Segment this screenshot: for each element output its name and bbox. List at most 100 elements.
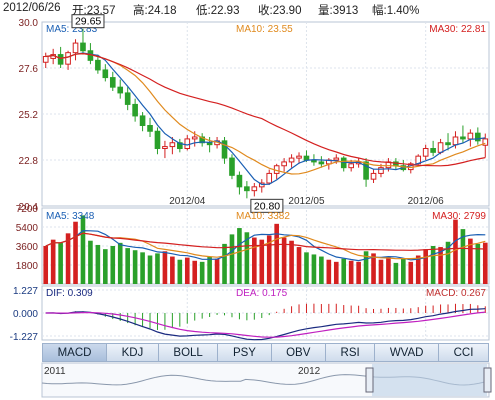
volume-ma30-legend: MA30: 2799 — [432, 211, 486, 222]
volume-bar — [214, 258, 220, 284]
navigator-right-handle — [483, 367, 492, 393]
volume-bar — [482, 242, 488, 284]
volume-bar — [95, 244, 101, 284]
volume-bar — [80, 215, 86, 284]
candle-down — [206, 142, 213, 146]
tab-obv[interactable]: OBV — [271, 343, 326, 362]
navigator-selection — [372, 364, 487, 396]
price-tick-label: 25.2 — [19, 110, 39, 121]
volume-ma10-legend: MA10: 3382 — [236, 211, 290, 222]
candle-up — [281, 161, 287, 167]
quote-close: 收:23.90 — [258, 5, 302, 17]
volume-bar — [132, 250, 138, 284]
dea-line — [45, 311, 486, 338]
volume-bar — [378, 259, 384, 284]
volume-bar — [259, 239, 265, 284]
volume-bar — [460, 229, 466, 284]
candle-up — [370, 172, 377, 180]
quote-header: 2012/06/26 开:23.57 高:24.18 低:22.93 收:23.… — [0, 0, 495, 18]
candle-down — [460, 136, 466, 140]
ma10-line — [45, 52, 486, 175]
volume-bar — [475, 243, 481, 284]
candle-up — [482, 138, 489, 146]
candle-down — [363, 161, 369, 180]
candle-down — [57, 54, 64, 65]
tab-cci[interactable]: CCI — [439, 343, 489, 362]
volume-bar — [199, 261, 205, 284]
tab-psy[interactable]: PSY — [218, 343, 272, 362]
volume-tick-label: 1800 — [16, 261, 39, 272]
candle-up — [348, 163, 354, 169]
high-annotation-box — [71, 14, 105, 29]
candle-down — [109, 77, 116, 88]
volume-bar — [445, 241, 451, 284]
volume-bar — [162, 251, 168, 284]
price-ma10-legend: MA10: 23.55 — [236, 24, 293, 35]
volume-bar — [363, 251, 369, 284]
dif-line — [45, 308, 486, 341]
date-tick-label: 2012/05 — [288, 196, 325, 207]
volume-bar — [192, 260, 198, 284]
macd-tick-label: 1.227 — [13, 286, 38, 297]
quote-date: 2012/06/26 — [3, 2, 61, 14]
volume-bar — [266, 235, 272, 284]
volume-bar — [237, 228, 242, 284]
volume-bar — [408, 261, 414, 284]
volume-bar — [103, 249, 108, 284]
volume-bar — [311, 254, 317, 284]
candle-up — [266, 172, 273, 184]
volume-ma30-line — [45, 232, 486, 251]
date-tick-label: 2012/04 — [169, 196, 206, 207]
volume-bar — [281, 237, 287, 284]
price-tick-label: 30.0 — [19, 18, 39, 29]
candle-up — [333, 157, 340, 161]
volume-bar — [333, 261, 339, 284]
tab-rsi[interactable]: RSI — [325, 343, 376, 362]
candle-down — [430, 148, 436, 153]
volume-bar — [117, 242, 123, 284]
candle-down — [154, 130, 161, 149]
volume-bar — [386, 256, 391, 284]
tab-kdj[interactable]: KDJ — [107, 343, 159, 362]
volume-bar — [207, 256, 212, 284]
dif-legend: DIF: 0.309 — [46, 288, 93, 299]
quote-change: 幅:1.40% — [372, 5, 420, 17]
volume-bar — [393, 262, 399, 284]
candle-up — [251, 186, 258, 192]
macd-tick-label: 0.000 — [13, 309, 38, 320]
volume-bar — [43, 246, 49, 284]
tab-wvad[interactable]: WVAD — [375, 343, 440, 362]
candle-down — [102, 69, 109, 79]
candle-up — [296, 155, 302, 159]
volume-bar — [244, 232, 250, 284]
volume-bar — [73, 221, 78, 284]
candle-up — [437, 142, 444, 153]
candle-down — [199, 136, 205, 144]
volume-bar — [147, 255, 153, 284]
price-tick-label: 20.4 — [19, 202, 39, 213]
tab-macd[interactable]: MACD — [42, 343, 107, 362]
tab-boll[interactable]: BOLL — [158, 343, 219, 362]
low-annotation: 20.80 — [254, 200, 280, 212]
candle-up — [162, 146, 168, 149]
high-annotation: 29.65 — [75, 16, 101, 28]
volume-bar — [50, 239, 56, 284]
candle-down — [229, 157, 235, 176]
volume-bar — [289, 240, 294, 284]
volume-bar — [401, 258, 406, 284]
volume-bar — [438, 247, 443, 284]
candle-down — [139, 115, 146, 126]
candle-up — [169, 142, 176, 148]
volume-bar — [468, 238, 473, 284]
volume-bar — [110, 246, 116, 284]
candle-up — [191, 136, 198, 140]
volume-bar — [326, 259, 332, 284]
price-tick-label: 22.8 — [19, 156, 39, 167]
candle-up — [422, 148, 429, 157]
volume-ma5-legend: MA5: 3348 — [46, 211, 95, 222]
macd-legend: MACD: 0.267 — [426, 288, 486, 299]
candle-down — [475, 132, 481, 142]
volume-bar — [177, 259, 183, 284]
volume-bar — [125, 248, 130, 284]
volume-bar — [252, 237, 257, 284]
